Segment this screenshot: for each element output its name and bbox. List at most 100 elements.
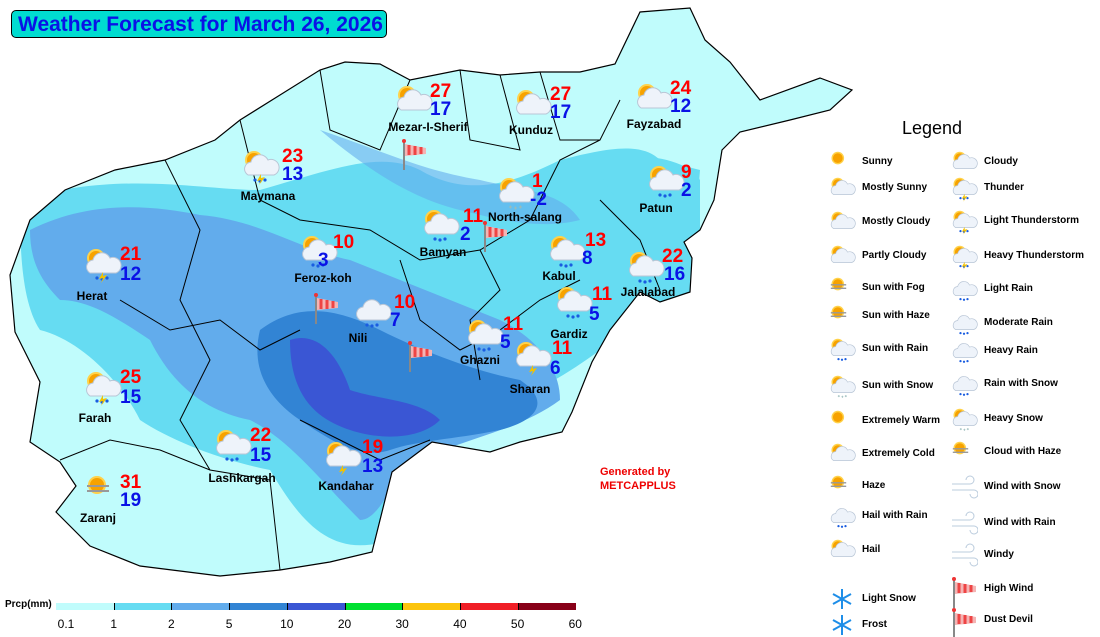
precip-scale-tick: 30 [395,617,409,631]
sun-with-snow-icon [495,174,535,210]
low-temp: 17 [550,102,572,123]
legend-item-label: Moderate Rain [984,317,1053,328]
partly-cloudy-icon [512,86,552,122]
high-temp: 27 [430,81,452,102]
sun-with-snow-icon [828,373,856,399]
city-name: Sharan [509,382,551,396]
legend-item-label: Partly Cloudy [862,250,927,261]
high-temp: 23 [282,146,304,167]
precip-scale-tick: 60 [568,617,582,631]
sun-with-haze-icon [828,303,856,329]
extremely-warm-icon [828,408,856,434]
generated-by-credit: Generated by METCAPPLUS [600,465,676,493]
precip-scale-tick: 2 [168,617,175,631]
rain-with-snow-icon [950,371,978,397]
high-temp: 11 [463,206,484,227]
low-temp: 19 [120,490,142,511]
partly-cloudy-icon [633,80,673,116]
cloudy-icon [950,149,978,175]
sun-with-rain-icon [553,283,593,319]
precip-scale-tick: 0.1 [57,617,75,631]
legend-item-label: Cloud with Haze [984,446,1062,457]
city-name: Mezar-I-Sherif [388,120,468,134]
high-temp: 11 [592,284,613,305]
windy-icon [950,542,979,568]
high-wind-flag-icon [406,340,446,376]
partly-cloudy-icon [828,243,856,269]
high-temp: 22 [250,425,272,446]
city-name: Farah [78,411,112,425]
precip-scale-tick: 50 [510,617,525,631]
city-name: Herat [76,289,108,303]
haze-icon [828,473,856,499]
precip-scale-tick: 40 [453,617,467,631]
heavy-rain-icon [950,338,978,364]
sun-with-rain-icon [212,426,252,462]
low-temp: 2 [460,224,471,245]
sun-with-fog-icon [828,275,856,301]
low-temp: 5 [589,304,600,325]
precip-scale-swatch [56,603,114,610]
precip-scale-swatch [286,603,346,610]
light-snow-icon [828,586,856,612]
low-temp: 3 [318,250,329,271]
precip-scale-tick: 1 [110,617,118,631]
low-temp: 17 [430,99,452,120]
high-temp: 22 [662,246,684,267]
low-temp: 13 [282,164,304,185]
legend-item-label: Heavy Snow [984,413,1043,424]
sun-with-rain-icon [420,206,460,242]
low-temp: 12 [670,96,692,117]
legend-item-label: Extremely Cold [862,448,935,459]
low-temp: -2 [530,189,547,210]
sun-with-rain-icon [828,336,856,362]
high-wind-flag-icon [400,138,440,174]
legend-item-label: Mostly Sunny [862,182,928,193]
legend-item-label: Thunder [984,182,1024,193]
high-temp: 1 [532,171,543,192]
legend-item-label: Haze [862,480,886,491]
precip-scale-tick: 20 [337,617,352,631]
thunder-icon [950,175,978,202]
high-wind-flag-icon [312,292,352,328]
high-temp: 24 [670,78,692,99]
city-name: Kunduz [509,123,553,137]
sun-with-rain-icon [546,232,586,268]
sun-with-rain-icon [645,162,685,198]
legend-item-label: Frost [862,619,887,630]
high-temp: 19 [362,437,384,458]
precip-scale-swatch [229,603,288,610]
thunder-icon [322,438,362,476]
legend-item-label: Sunny [862,156,893,167]
light-thunderstorm-icon [240,147,280,185]
low-temp: 5 [500,332,511,353]
sun-with-rain-icon [464,316,504,352]
high-temp: 25 [120,367,142,388]
legend-item-label: Wind with Snow [984,481,1061,492]
legend-item-label: High Wind [984,583,1034,594]
high-temp: 27 [550,84,572,105]
dust-devil-icon [950,607,978,637]
low-temp: 6 [550,358,561,379]
high-temp: 11 [552,338,573,359]
high-wind-flag-icon [481,220,521,256]
heavy-thunderstorm-icon [950,243,978,270]
generated-by-label: Generated by [600,466,671,478]
light-rain-icon [950,276,978,302]
low-temp: 15 [250,445,272,466]
city-name: Jalalabad [620,285,676,299]
hail-with-rain-icon [828,503,856,529]
precip-scale-swatch [344,603,404,610]
city-name: Lashkargah [208,471,276,485]
city-name: Fayzabad [626,117,682,131]
city-name: Feroz-koh [294,271,352,285]
legend-item-label: Heavy Thunderstorm [984,250,1085,261]
city-name: Nili [348,331,368,345]
legend-item-label: Mostly Cloudy [862,216,931,227]
legend-item-label: Extremely Warm [862,415,940,426]
low-temp: 13 [362,456,384,477]
low-temp: 12 [120,264,142,285]
city-name: Gardiz [550,327,588,341]
heavy-snow-icon [950,406,978,432]
